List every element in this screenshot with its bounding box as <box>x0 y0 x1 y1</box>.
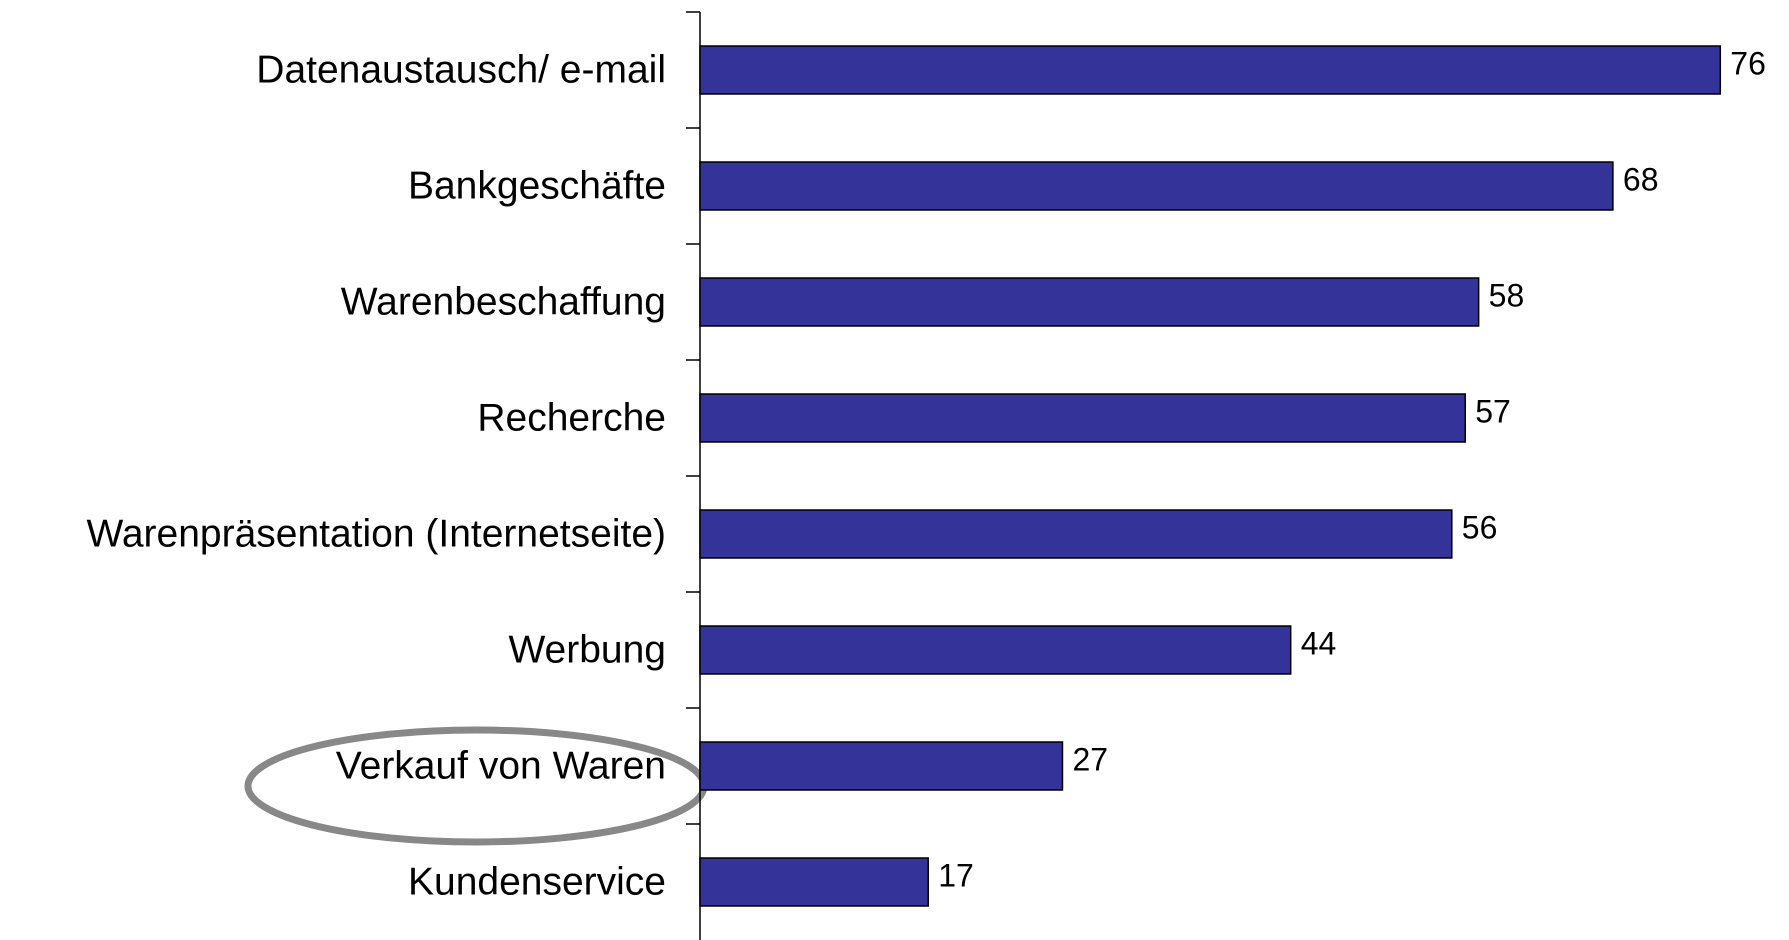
value-label: 27 <box>1072 741 1108 777</box>
category-label: Warenbeschaffung <box>341 280 666 323</box>
bar <box>699 509 1453 559</box>
value-label: 57 <box>1475 393 1511 429</box>
category-label: Warenpräsentation (Internetseite) <box>86 512 666 555</box>
value-label: 58 <box>1489 277 1525 313</box>
bar <box>699 45 1722 95</box>
bar <box>699 857 929 907</box>
bar <box>699 277 1480 327</box>
value-label: 17 <box>938 857 974 893</box>
category-label: Recherche <box>477 396 666 439</box>
category-label: Verkauf von Waren <box>336 744 666 787</box>
category-label: Bankgeschäfte <box>408 164 666 207</box>
bar <box>699 161 1614 211</box>
category-label: Kundenservice <box>408 860 666 903</box>
value-label: 44 <box>1301 625 1337 661</box>
category-label: Datenaustausch/ e-mail <box>256 48 666 91</box>
category-label: Werbung <box>508 628 666 671</box>
bar <box>699 741 1064 791</box>
bar <box>699 625 1292 675</box>
bar <box>699 393 1466 443</box>
value-label: 76 <box>1730 45 1766 81</box>
value-label: 68 <box>1623 161 1659 197</box>
value-label: 56 <box>1462 509 1498 545</box>
